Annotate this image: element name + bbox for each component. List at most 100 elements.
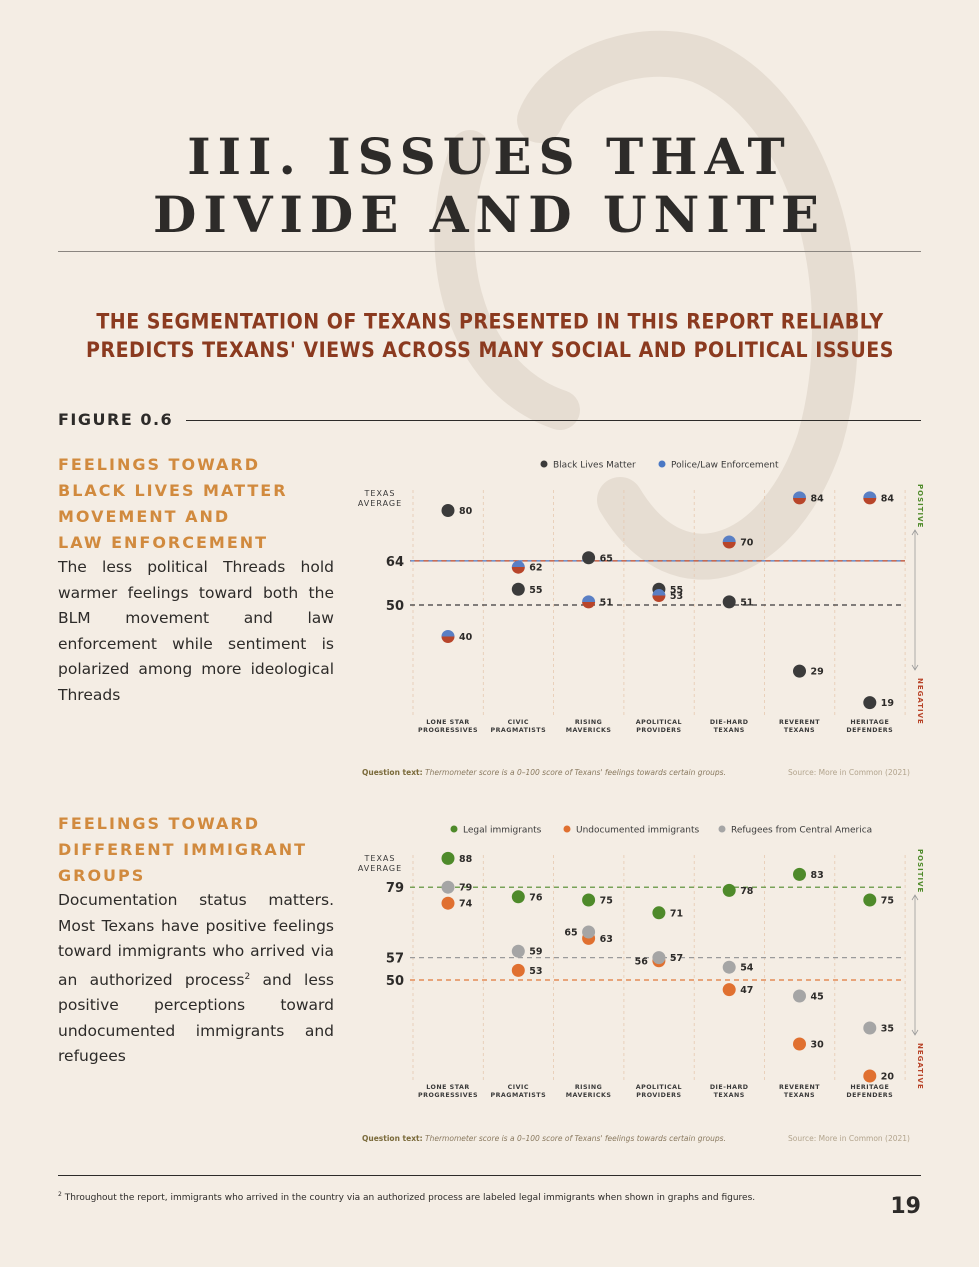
data-label: 76 bbox=[529, 892, 543, 903]
title-divider bbox=[58, 251, 921, 252]
data-point bbox=[511, 944, 525, 958]
data-point bbox=[441, 880, 455, 894]
page-title: III. ISSUES THAT DIVIDE AND UNITE bbox=[0, 128, 979, 244]
negative-label: NEGATIVE bbox=[916, 1043, 924, 1090]
data-label: 19 bbox=[881, 698, 894, 709]
question-label: Question text: bbox=[362, 768, 423, 777]
data-label: 65 bbox=[564, 928, 577, 939]
data-label: 20 bbox=[881, 1072, 895, 1083]
category-label: PRAGMATISTS bbox=[490, 1092, 546, 1099]
legend-marker bbox=[563, 825, 571, 833]
page-subtitle: THE SEGMENTATION OF TEXANS PRESENTED IN … bbox=[86, 309, 894, 363]
section1-question: Question text: Thermometer score is a 0–… bbox=[362, 768, 726, 777]
category-label: PROGRESSIVES bbox=[418, 727, 478, 734]
section2-source: Source: More in Common (2021) bbox=[788, 1134, 910, 1143]
category-label: TEXANS bbox=[714, 1092, 745, 1099]
data-point bbox=[582, 595, 596, 609]
data-label: 30 bbox=[811, 1040, 825, 1051]
section1-source: Source: More in Common (2021) bbox=[788, 768, 910, 777]
data-label: 78 bbox=[740, 886, 754, 897]
data-point bbox=[722, 983, 736, 997]
data-point bbox=[722, 960, 736, 974]
data-label: 35 bbox=[881, 1024, 894, 1035]
section2-heading-line: DIFFERENT IMMIGRANT bbox=[58, 840, 308, 859]
data-label: 51 bbox=[740, 597, 753, 608]
section2-heading: FEELINGS TOWARD DIFFERENT IMMIGRANT GROU… bbox=[58, 811, 358, 889]
y-axis-caption: TEXAS bbox=[364, 854, 396, 863]
legend-label: Refugees from Central America bbox=[731, 826, 872, 836]
category-label: DEFENDERS bbox=[846, 1092, 893, 1099]
section2-heading-line: FEELINGS TOWARD bbox=[58, 814, 260, 833]
legend-label: Legal immigrants bbox=[463, 826, 542, 836]
legend-marker bbox=[540, 460, 548, 468]
category-label: APOLITICAL bbox=[636, 1084, 682, 1091]
section1-heading: FEELINGS TOWARD BLACK LIVES MATTER MOVEM… bbox=[58, 452, 358, 556]
question-text: Thermometer score is a 0–100 score of Te… bbox=[425, 768, 726, 777]
section1-heading-line: FEELINGS TOWARD bbox=[58, 455, 260, 474]
question-text: Thermometer score is a 0–100 score of Te… bbox=[425, 1134, 726, 1143]
data-point bbox=[722, 595, 736, 609]
data-label: 84 bbox=[811, 493, 825, 504]
category-label: MAVERICKS bbox=[566, 1092, 612, 1099]
data-point bbox=[722, 535, 736, 549]
category-label: REVERENT bbox=[779, 719, 820, 726]
data-point bbox=[441, 504, 455, 517]
section1-heading-line: LAW ENFORCEMENT bbox=[58, 533, 269, 552]
legend-label: Police/Law Enforcement bbox=[671, 461, 779, 471]
category-label: RISING bbox=[575, 1084, 603, 1091]
data-label: 62 bbox=[529, 563, 542, 574]
data-point bbox=[793, 491, 806, 505]
data-point bbox=[722, 883, 736, 897]
data-point bbox=[582, 925, 596, 939]
footnote-reference: 2 bbox=[244, 971, 251, 982]
data-point bbox=[863, 696, 877, 710]
data-label: 75 bbox=[881, 896, 894, 907]
y-axis-caption: AVERAGE bbox=[358, 499, 402, 508]
category-label: MAVERICKS bbox=[566, 727, 612, 734]
positive-label: POSITIVE bbox=[916, 484, 924, 528]
legend-marker bbox=[658, 460, 666, 468]
reference-line-value: 57 bbox=[386, 952, 404, 967]
positive-label: POSITIVE bbox=[916, 849, 924, 893]
data-label: 71 bbox=[670, 908, 683, 919]
data-point bbox=[652, 589, 666, 603]
data-point bbox=[863, 1069, 877, 1083]
data-point bbox=[441, 630, 455, 643]
category-label: PROGRESSIVES bbox=[418, 1092, 478, 1099]
y-axis-caption: TEXAS bbox=[364, 489, 396, 498]
category-label: DEFENDERS bbox=[846, 727, 893, 734]
reference-line-value: 50 bbox=[386, 599, 404, 614]
legend-label: Black Lives Matter bbox=[553, 461, 636, 471]
section2-body-part1: Documentation status matters. Most Texan… bbox=[58, 891, 334, 989]
data-label: 63 bbox=[600, 934, 613, 945]
positive-arrowhead bbox=[911, 894, 919, 901]
section1-body: The less political Threads hold warmer f… bbox=[58, 558, 334, 704]
data-label: 75 bbox=[600, 896, 613, 907]
data-point bbox=[511, 890, 525, 904]
data-point bbox=[793, 867, 806, 881]
section2-question: Question text: Thermometer score is a 0–… bbox=[362, 1134, 726, 1143]
category-label: TEXANS bbox=[714, 727, 745, 734]
y-axis-caption: AVERAGE bbox=[358, 864, 402, 873]
category-label: HERITAGE bbox=[850, 719, 889, 726]
positive-arrowhead bbox=[911, 529, 919, 536]
category-label: PROVIDERS bbox=[636, 727, 681, 734]
section2-heading-line: GROUPS bbox=[58, 866, 146, 885]
category-label: REVERENT bbox=[779, 1084, 820, 1091]
data-point bbox=[511, 560, 525, 574]
category-label: PRAGMATISTS bbox=[490, 727, 546, 734]
section2-body: Documentation status matters. Most Texan… bbox=[58, 888, 334, 1070]
data-point bbox=[441, 851, 455, 865]
data-label: 55 bbox=[670, 585, 683, 596]
data-label: 53 bbox=[670, 591, 683, 602]
section2-body-part2: and less positive perceptions toward und… bbox=[58, 970, 335, 1066]
blm-police-chart: Black Lives Matter Police/Law Enforcement… bbox=[358, 460, 924, 734]
data-label: 65 bbox=[600, 553, 613, 564]
legend-label: Undocumented immigrants bbox=[576, 826, 700, 836]
data-label: 59 bbox=[529, 947, 542, 958]
data-label: 45 bbox=[811, 992, 824, 1003]
question-label: Question text: bbox=[362, 1134, 423, 1143]
data-label: 40 bbox=[459, 632, 473, 643]
legend-marker bbox=[450, 825, 458, 833]
